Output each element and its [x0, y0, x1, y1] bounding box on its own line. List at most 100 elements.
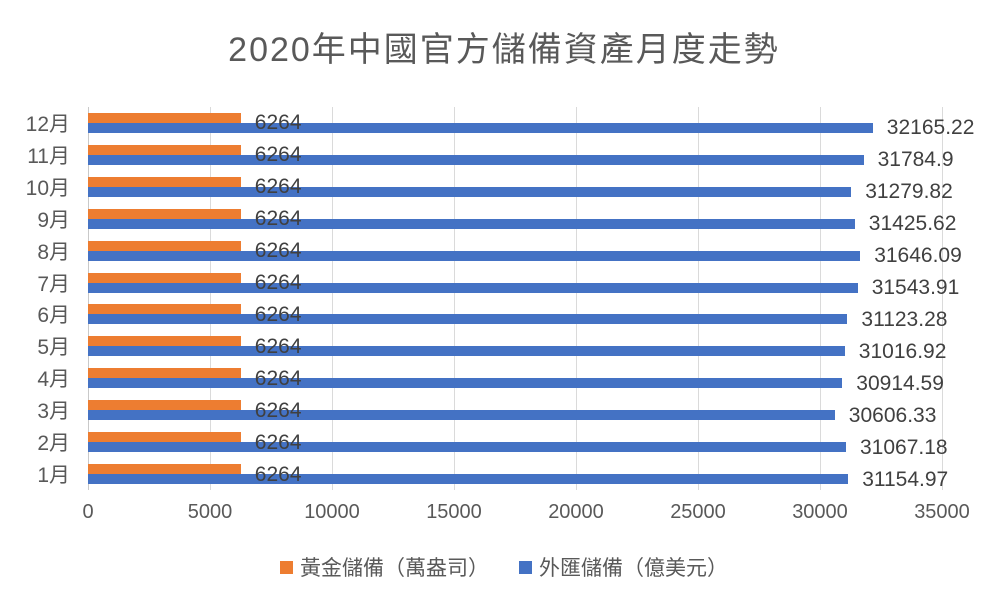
forex-bar-line: 32165.22: [88, 117, 974, 138]
bar-group: 6264 30606.33: [88, 394, 942, 426]
legend-swatch-forex: [519, 560, 532, 574]
gold-value-label: 6264: [254, 334, 302, 358]
gold-bar-line: 6264: [88, 208, 942, 229]
gold-bar-line: 6264: [88, 112, 942, 133]
x-tick-label: 20000: [548, 501, 604, 523]
forex-value-label: 31784.9: [877, 148, 954, 172]
bar-group: 6264 31646.09: [88, 235, 962, 267]
gold-bar-line: 6264: [88, 336, 942, 357]
gold-bar: [88, 336, 241, 347]
bar-group: 6264 31154.97: [88, 458, 948, 490]
category-label: 5月: [37, 336, 70, 360]
forex-bar: [88, 314, 848, 325]
category-label: 2月: [37, 432, 70, 456]
forex-value-label: 31279.82: [865, 180, 953, 204]
gold-value-label: 6264: [254, 366, 302, 390]
forex-bar: [88, 378, 843, 389]
category-label: 10月: [25, 176, 70, 200]
category-label: 9月: [37, 208, 70, 232]
category-label: 4月: [37, 368, 70, 392]
gridline: [332, 107, 333, 490]
legend-swatch-gold: [280, 560, 293, 574]
gold-bar-line: 6264: [88, 240, 942, 261]
gold-bar-line: 6264: [88, 432, 942, 453]
category-axis: 12月 11月 10月 9月 8月 7月 6月 5月 4月 3月 2月 1月: [0, 107, 70, 490]
forex-value-label: 31067.18: [860, 435, 948, 459]
forex-value-label: 31543.91: [871, 276, 960, 300]
gold-value-label: 6264: [254, 462, 302, 486]
legend: 黃金儲備（萬盎司） 外匯儲備（億美元）: [0, 552, 1008, 582]
legend-item-gold: 黃金儲備（萬盎司）: [280, 552, 489, 582]
forex-bar-line: 31016.92: [88, 341, 946, 362]
forex-value-label: 30606.33: [848, 403, 937, 427]
x-tick-label: 25000: [670, 501, 726, 523]
gold-bar: [88, 208, 241, 219]
category-label: 8月: [37, 240, 70, 264]
x-tick-label: 15000: [426, 501, 482, 523]
forex-bar-line: 31067.18: [88, 437, 948, 458]
gold-bar: [88, 400, 241, 411]
x-tick-label: 10000: [304, 501, 360, 523]
gold-bar-line: 6264: [88, 272, 942, 293]
bar-group: 6264 31784.9: [88, 139, 954, 171]
forex-bar-line: 31123.28: [88, 309, 947, 330]
x-tick-label: 5000: [187, 501, 233, 523]
gold-value-label: 6264: [254, 175, 302, 199]
legend-label-gold: 黃金儲備（萬盎司）: [300, 557, 489, 580]
gridline: [454, 107, 455, 490]
bar-rows: 6264 32165.22 6264 31784.9 6264 31279.82 6264 3…: [88, 107, 974, 490]
forex-value-label: 31646.09: [874, 244, 962, 268]
x-tick-label: 30000: [792, 501, 848, 523]
gold-bar: [88, 176, 241, 187]
x-tick-label: 35000: [914, 501, 970, 523]
forex-bar-line: 31425.62: [88, 213, 956, 234]
value-axis: 0 5000 10000 15000 20000 25000 30000 35000: [82, 501, 969, 525]
forex-value-label: 31425.62: [868, 212, 957, 236]
gold-value-label: 6264: [254, 271, 302, 295]
gold-bar-line: 6264: [88, 144, 942, 165]
forex-bar-line: 31784.9: [88, 149, 954, 170]
bar-group: 6264 31067.18: [88, 426, 948, 458]
forex-value-label: 31154.97: [862, 467, 949, 491]
forex-bar: [88, 346, 845, 357]
forex-value-label: 31123.28: [861, 307, 948, 331]
gold-value-label: 6264: [254, 430, 302, 454]
forex-bar-line: 31279.82: [88, 181, 953, 202]
forex-bar-line: 31154.97: [88, 469, 948, 490]
gold-bar: [88, 112, 241, 123]
category-label: 12月: [25, 112, 70, 136]
forex-value-label: 32165.22: [886, 116, 975, 140]
gridline: [698, 107, 699, 490]
plot-area: 6264 32165.22 6264 31784.9 6264 31279.82 6264 3…: [88, 107, 974, 490]
y-axis-line: [88, 107, 89, 490]
category-label: 3月: [37, 400, 70, 424]
gold-value-label: 6264: [254, 111, 302, 135]
gold-value-label: 6264: [254, 239, 302, 263]
gold-value-label: 6264: [254, 302, 302, 326]
gold-bar: [88, 464, 241, 475]
gridline: [576, 107, 577, 490]
bar-group: 6264 31016.92: [88, 330, 946, 362]
category-label: 11月: [27, 144, 70, 168]
category-label: 7月: [37, 272, 70, 296]
forex-bar-line: 30606.33: [88, 405, 942, 426]
bar-group: 6264 31543.91: [88, 267, 959, 299]
forex-bar-line: 31543.91: [88, 277, 959, 298]
forex-bar: [88, 186, 852, 197]
gold-bar-line: 6264: [88, 400, 942, 421]
forex-bar: [88, 154, 864, 165]
gold-bar: [88, 368, 241, 379]
gold-bar: [88, 304, 241, 315]
forex-bar: [88, 282, 858, 293]
x-tick-label: 0: [82, 501, 94, 523]
gridline: [210, 107, 211, 490]
gold-bar: [88, 272, 241, 283]
category-label: 6月: [37, 304, 70, 328]
gold-bar-line: 6264: [88, 304, 942, 325]
legend-item-forex: 外匯儲備（億美元）: [519, 552, 728, 582]
forex-bar: [88, 122, 873, 133]
bar-group: 6264 32165.22: [88, 107, 974, 139]
category-label: 1月: [37, 464, 70, 488]
gold-bar: [88, 240, 241, 251]
chart-title: 2020年中國官方儲備資產月度走勢: [228, 31, 780, 69]
